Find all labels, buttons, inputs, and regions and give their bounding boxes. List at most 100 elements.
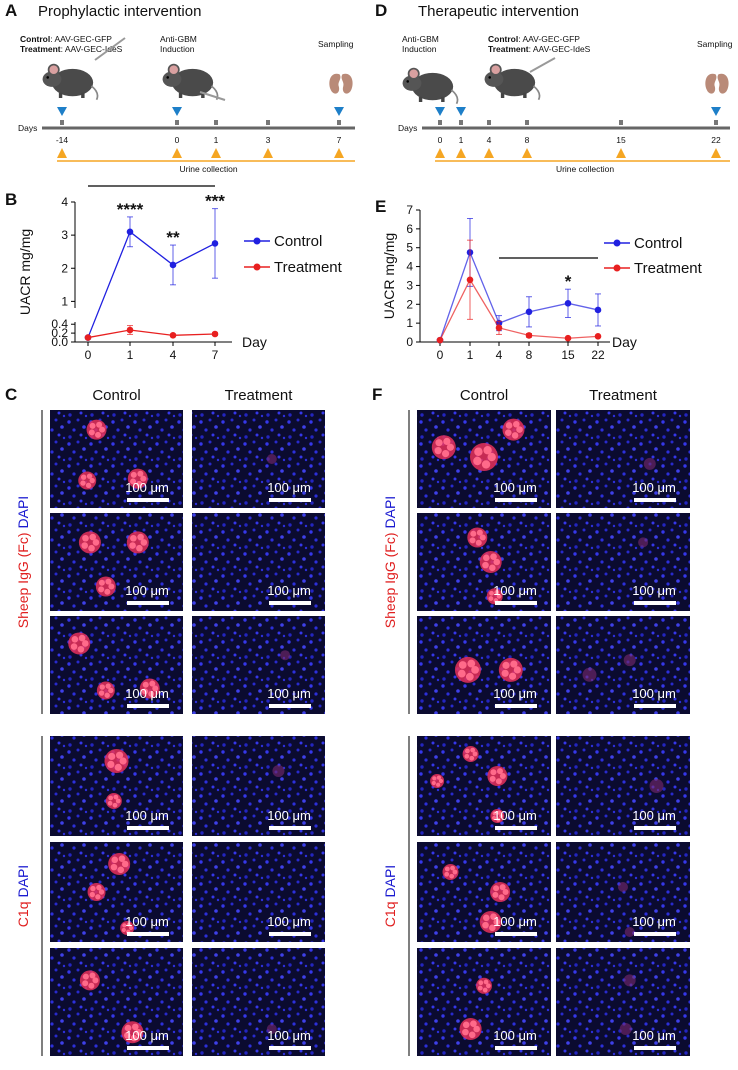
injection-marker [57, 107, 67, 116]
nuclei [556, 616, 690, 714]
stain-dot [137, 533, 144, 541]
scale-bar-label: 100 μm [267, 914, 311, 929]
urine-marker [711, 148, 721, 158]
stain: C1q [382, 902, 398, 928]
syringe [199, 91, 226, 101]
stain-dot [95, 894, 101, 900]
stain-dot [142, 688, 149, 695]
y-axis-label: UACR mg/mg [381, 233, 397, 319]
series-line [439, 278, 599, 341]
legend-marker [613, 264, 621, 272]
scale-bar-label: 100 μm [125, 686, 169, 701]
counterstain: DAPI [382, 496, 398, 529]
injection-marker [711, 107, 721, 116]
group-label: C1q DAPI [382, 865, 398, 927]
counterstain: DAPI [15, 496, 31, 529]
label: Treatment [488, 44, 529, 54]
x-axis-label: Day [242, 334, 267, 350]
significance-stars: ** [166, 228, 180, 247]
stain-dot [492, 891, 499, 898]
stain-dot [452, 869, 458, 875]
stain-dot [105, 578, 112, 585]
stain-dot [140, 475, 147, 482]
stain-dot [88, 544, 95, 552]
stain-dot [516, 426, 523, 433]
column-header: Control [460, 387, 508, 404]
glomerulus [623, 654, 636, 667]
scale-bar-label: 100 μm [632, 583, 676, 598]
stain-dot [511, 432, 519, 439]
scale-bar-label: 100 μm [493, 686, 537, 701]
stain-dot [494, 590, 500, 595]
glomerulus [649, 779, 664, 793]
stain-dot [504, 429, 512, 437]
stain-dot [475, 539, 482, 546]
stain-dot [471, 666, 479, 674]
induction-text: Anti-GBM [402, 34, 439, 44]
stain-dot [99, 684, 105, 690]
group-label: Sheep IgG (Fc) DAPI [382, 496, 398, 628]
stain-dot [121, 860, 129, 868]
stain-dot [81, 542, 89, 549]
glomerulus [643, 457, 656, 470]
syringe [94, 37, 126, 61]
legend-marker [253, 263, 261, 271]
stain-dot [468, 1031, 476, 1039]
stain-dot [435, 439, 443, 447]
urine-label: Urine collection [179, 164, 237, 174]
tick [459, 120, 463, 125]
stain-dot [108, 583, 115, 590]
stain-dot [490, 769, 497, 776]
marker [436, 336, 444, 344]
stain-dot [123, 1032, 131, 1039]
y-tick-label: 6 [406, 222, 413, 236]
stain-dot [483, 446, 492, 455]
marker [211, 330, 219, 338]
stain-dot [82, 640, 89, 647]
stain-dot [438, 778, 444, 784]
panel-letter: C [5, 385, 17, 404]
stain-dot [497, 810, 502, 815]
stain-dot [436, 775, 442, 780]
series-line [87, 329, 216, 339]
nuclei [417, 616, 551, 714]
y-tick-label: 1 [61, 294, 68, 308]
stain-dot [493, 885, 500, 892]
stain-dot [483, 554, 490, 562]
stain-dot [482, 561, 489, 569]
stain-dot [80, 480, 86, 486]
nuclei [417, 948, 551, 1056]
stain-dot [436, 782, 441, 787]
stain-dot [505, 422, 513, 429]
stain-dot [476, 529, 483, 536]
marker [169, 332, 177, 339]
stain-dot [85, 482, 92, 489]
stain-dot [473, 456, 482, 466]
day-label: 4 [487, 135, 492, 145]
stain-dot [129, 542, 136, 549]
nuclei [50, 513, 183, 611]
stain-dot [498, 894, 505, 901]
series-line [439, 250, 599, 341]
stain-dot [513, 666, 522, 674]
marker [564, 300, 572, 307]
y-tick-label: 0 [406, 335, 413, 349]
stain-dot [462, 1021, 470, 1029]
value: : AAV-GEC-GFP [50, 34, 112, 44]
stain-dot [469, 755, 475, 761]
tick [266, 120, 270, 125]
urine-marker [334, 148, 344, 158]
stain-dot [502, 661, 510, 669]
scale-bar-label: 100 μm [267, 480, 311, 495]
stain-dot [481, 460, 491, 469]
stain-dot [108, 795, 114, 801]
stain-dot [130, 471, 137, 478]
stain-dot [131, 1023, 139, 1031]
column-header: Control [92, 387, 140, 404]
stain-dot [92, 977, 99, 984]
y-tick-label: 0.4 [51, 317, 68, 331]
legend-label: Control [274, 233, 322, 250]
treatment-text: Treatment: AAV-GEC-IdeS [20, 44, 123, 54]
stain-dot [136, 544, 143, 552]
